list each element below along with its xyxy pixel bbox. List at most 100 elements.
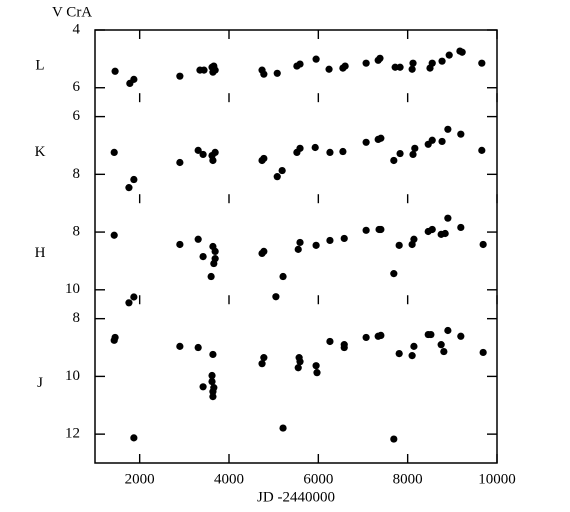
data-point (194, 146, 202, 154)
data-point (176, 342, 184, 350)
data-point (125, 184, 133, 192)
data-point (211, 247, 219, 256)
data-point (377, 134, 385, 142)
data-point (428, 136, 436, 144)
data-point (479, 240, 487, 249)
data-point (326, 236, 334, 245)
data-point (362, 333, 370, 342)
data-point (199, 383, 207, 391)
data-point (311, 143, 319, 152)
data-point (209, 350, 217, 359)
data-point (110, 148, 118, 156)
data-point (312, 241, 320, 249)
data-point (377, 225, 385, 234)
data-point (362, 138, 370, 146)
chart-title: V CrA (52, 4, 92, 20)
data-point (445, 51, 453, 59)
data-point (444, 326, 452, 335)
data-point (437, 341, 445, 349)
data-point (440, 347, 448, 356)
data-point (409, 59, 417, 67)
y-tick-label: 10 (65, 281, 80, 297)
data-point (176, 72, 184, 80)
data-point (176, 158, 184, 167)
data-point (457, 332, 465, 340)
data-point (444, 214, 452, 222)
data-point (377, 331, 385, 340)
x-tick-label: 4000 (214, 471, 244, 487)
data-point (273, 69, 281, 77)
data-point (408, 65, 416, 73)
data-point (458, 48, 466, 56)
data-point (279, 424, 287, 432)
data-point (326, 148, 334, 156)
data-point (130, 293, 138, 301)
data-point (478, 59, 486, 67)
data-point (272, 293, 280, 301)
data-point (279, 272, 287, 281)
data-point (194, 343, 202, 352)
data-point (209, 156, 217, 165)
data-point (441, 229, 449, 238)
data-point (194, 235, 202, 243)
data-point (444, 125, 452, 133)
data-point (313, 369, 321, 377)
data-point (427, 330, 435, 339)
data-point (390, 156, 398, 165)
data-point (479, 348, 487, 357)
data-point (396, 149, 404, 158)
data-point (326, 337, 334, 346)
data-point (362, 226, 370, 234)
x-tick-label: 8000 (393, 471, 423, 487)
data-point (339, 147, 347, 156)
y-axis-label: K (35, 144, 46, 160)
data-point (260, 154, 268, 163)
data-point (395, 241, 403, 249)
data-point (130, 175, 138, 184)
y-axis-label: J (37, 375, 43, 391)
y-tick-label: 8 (73, 166, 81, 182)
data-point (260, 70, 268, 78)
data-point (125, 299, 133, 307)
data-point (130, 75, 138, 83)
data-point (260, 354, 268, 362)
data-point (411, 144, 419, 152)
data-point (396, 63, 404, 71)
data-point (199, 150, 207, 159)
data-point (410, 342, 418, 350)
data-point (278, 166, 286, 175)
y-tick-label: 12 (65, 426, 80, 442)
x-tick-label: 2000 (125, 471, 155, 487)
data-point (260, 247, 268, 256)
data-point (211, 255, 219, 263)
data-point (438, 137, 446, 146)
data-point (325, 65, 333, 73)
y-tick-label: 8 (73, 224, 81, 240)
data-point (200, 66, 208, 74)
data-point (362, 59, 370, 67)
data-point (296, 358, 304, 366)
data-point (210, 384, 218, 392)
x-tick-label: 10000 (478, 471, 516, 487)
y-tick-label: 10 (65, 368, 80, 384)
data-point (296, 60, 304, 68)
data-point (294, 364, 302, 372)
data-point (340, 234, 348, 243)
data-point (390, 270, 398, 278)
y-tick-label: 8 (73, 310, 81, 326)
data-point (199, 253, 207, 261)
data-point (208, 377, 216, 386)
y-tick-label: 6 (73, 79, 81, 95)
plot-frame (94, 29, 498, 464)
y-axis-label: L (35, 58, 44, 74)
data-point (428, 225, 436, 234)
x-axis-label: JD -2440000 (257, 489, 335, 505)
data-point (478, 146, 486, 154)
data-point (312, 362, 320, 370)
data-point (409, 150, 417, 159)
data-point (376, 54, 384, 62)
data-point (408, 352, 416, 360)
data-point (340, 341, 348, 349)
